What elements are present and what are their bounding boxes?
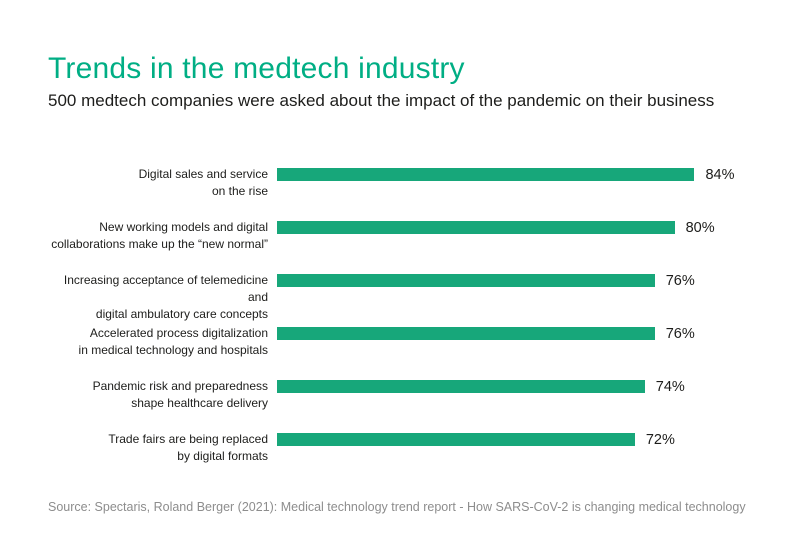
value-label: 74% bbox=[655, 378, 685, 395]
chart-row: New working models and digital collaborat… bbox=[48, 219, 774, 253]
bar bbox=[277, 168, 695, 181]
chart-row: Digital sales and service on the rise 84% bbox=[48, 166, 774, 200]
category-label: Increasing acceptance of telemedicine an… bbox=[63, 273, 268, 321]
category-label: Accelerated process digitalization in med… bbox=[78, 326, 268, 357]
chart-row: Pandemic risk and preparedness shape heal… bbox=[48, 378, 774, 412]
bar bbox=[277, 327, 655, 340]
bar-track: 76% bbox=[277, 325, 774, 342]
bar-track: 84% bbox=[277, 166, 774, 183]
bar-track: 72% bbox=[277, 431, 774, 448]
value-label: 84% bbox=[705, 166, 735, 183]
value-label: 72% bbox=[645, 431, 675, 448]
page-subtitle: 500 medtech companies were asked about t… bbox=[48, 91, 715, 110]
value-label: 76% bbox=[665, 272, 695, 289]
bar-chart-rows: Digital sales and service on the rise 84% N… bbox=[48, 166, 774, 465]
chart-row: Accelerated process digitalization in med… bbox=[48, 325, 774, 359]
bar-track: 74% bbox=[277, 378, 774, 395]
category-label: New working models and digital collaborat… bbox=[51, 220, 268, 251]
category-label: Trade fairs are being replaced by digital… bbox=[108, 432, 268, 463]
chart-row: Increasing acceptance of telemedicine an… bbox=[48, 272, 774, 322]
source-line: Source: Spectaris, Roland Berger (2021):… bbox=[48, 500, 746, 514]
page-title: Trends in the medtech industry bbox=[48, 52, 465, 85]
bar bbox=[277, 433, 635, 446]
bar bbox=[277, 274, 655, 287]
category-label: Digital sales and service on the rise bbox=[138, 167, 268, 198]
bar bbox=[277, 380, 645, 393]
value-label: 76% bbox=[665, 325, 695, 342]
bar-track: 80% bbox=[277, 219, 774, 236]
chart-row: Trade fairs are being replaced by digital… bbox=[48, 431, 774, 465]
bar-track: 76% bbox=[277, 272, 774, 289]
category-label: Pandemic risk and preparedness shape heal… bbox=[92, 379, 268, 410]
bar bbox=[277, 221, 675, 234]
value-label: 80% bbox=[685, 219, 715, 236]
bar-chart: Digital sales and service on the rise 84% N… bbox=[48, 166, 774, 484]
